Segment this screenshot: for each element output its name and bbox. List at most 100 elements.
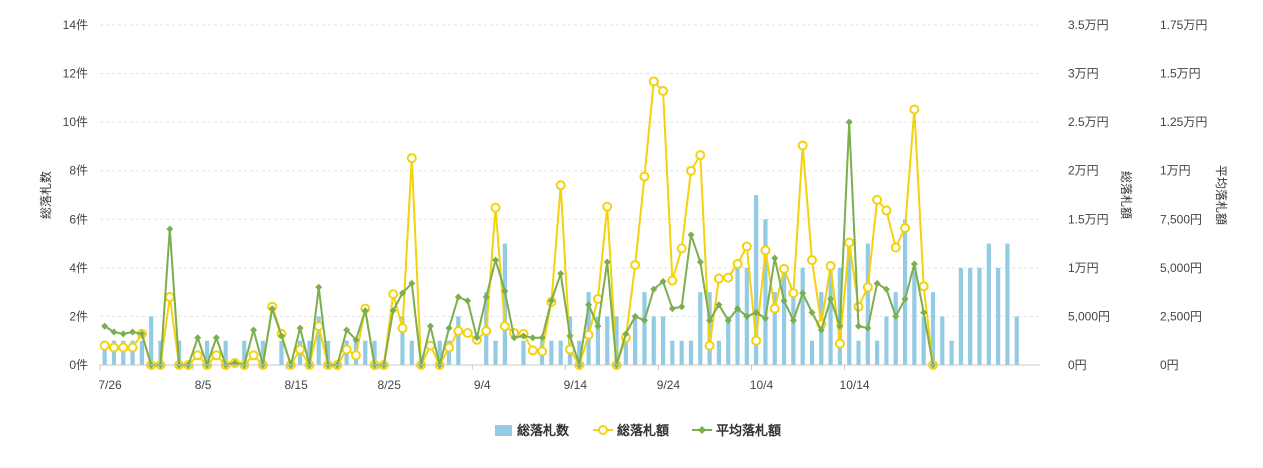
y-right2-tick-label: 1.75万円 bbox=[1160, 18, 1207, 32]
point-avg bbox=[687, 231, 695, 239]
bar bbox=[130, 340, 135, 365]
point-total bbox=[909, 104, 920, 115]
y-right2-tick-label: 5,000円 bbox=[1160, 261, 1202, 275]
right2-axis-title: 平均落札額 bbox=[1214, 165, 1228, 225]
point-total bbox=[806, 255, 817, 266]
point-avg bbox=[855, 322, 863, 330]
point-avg bbox=[715, 301, 723, 309]
point-total bbox=[667, 275, 678, 286]
point-avg bbox=[138, 330, 146, 338]
point-avg bbox=[557, 270, 565, 278]
point-total bbox=[900, 223, 911, 234]
legend: 総落札数 総落札額 平均落札額 bbox=[495, 423, 781, 438]
y-left-tick-label: 10件 bbox=[63, 115, 88, 129]
bar bbox=[828, 267, 833, 365]
bar bbox=[800, 267, 805, 365]
legend-swatch-bar bbox=[495, 425, 512, 436]
line-diamond bbox=[104, 121, 934, 366]
axes: 0件 0円 0円 2件 5,000円 2,500円 4件 1万円 5,000円 6件 1.5万円 7,… bbox=[63, 18, 1208, 392]
point-total bbox=[490, 202, 501, 213]
bar bbox=[1014, 316, 1019, 365]
point-total bbox=[825, 260, 836, 271]
point-avg bbox=[780, 297, 788, 305]
point-total bbox=[313, 321, 324, 332]
point-avg bbox=[892, 312, 900, 320]
point-avg bbox=[519, 332, 527, 340]
point-avg bbox=[585, 301, 593, 309]
point-avg bbox=[492, 256, 500, 264]
point-avg bbox=[445, 324, 453, 332]
bar bbox=[111, 340, 117, 365]
bar bbox=[865, 243, 870, 365]
point-total bbox=[248, 350, 259, 361]
x-tick-label: 9/14 bbox=[564, 378, 588, 392]
right1-axis-title: 総落札額 bbox=[1119, 171, 1133, 219]
y-left-tick-label: 0件 bbox=[69, 358, 88, 372]
point-avg bbox=[110, 328, 118, 336]
point-avg bbox=[901, 295, 909, 303]
point-avg bbox=[315, 283, 323, 291]
bar bbox=[996, 267, 1001, 365]
point-avg bbox=[454, 293, 462, 301]
point-avg bbox=[398, 289, 406, 297]
legend-label-avg: 平均落札額 bbox=[716, 423, 781, 438]
bar bbox=[586, 292, 591, 365]
point-avg bbox=[845, 118, 853, 126]
y-right2-tick-label: 1.5万円 bbox=[1160, 67, 1201, 81]
legend-item-bar[interactable]: 総落札数 bbox=[495, 423, 570, 438]
x-tick-label: 8/15 bbox=[284, 378, 308, 392]
bar bbox=[875, 340, 880, 365]
point-total bbox=[881, 205, 892, 216]
bar bbox=[363, 340, 368, 365]
point-total bbox=[788, 288, 799, 299]
point-total bbox=[769, 303, 780, 314]
point-total bbox=[602, 201, 613, 212]
y-left-tick-label: 12件 bbox=[63, 67, 88, 81]
bar bbox=[912, 267, 917, 365]
point-total bbox=[723, 272, 734, 283]
y-left-tick-label: 6件 bbox=[69, 212, 88, 226]
legend-item-total[interactable]: 総落札額 bbox=[593, 423, 669, 438]
y-right1-tick-label: 2万円 bbox=[1068, 164, 1099, 178]
point-total bbox=[295, 344, 306, 355]
y-right1-tick-label: 0円 bbox=[1068, 358, 1087, 372]
point-total bbox=[425, 340, 436, 351]
point-total bbox=[350, 350, 361, 361]
y-left-tick-label: 2件 bbox=[69, 309, 88, 323]
line-series bbox=[99, 76, 938, 370]
line-circle bbox=[104, 80, 934, 366]
bar bbox=[856, 340, 861, 365]
legend-swatch-avg-marker bbox=[698, 426, 706, 434]
point-total bbox=[741, 241, 752, 252]
point-total bbox=[872, 194, 883, 205]
x-tick-label: 10/14 bbox=[840, 378, 870, 392]
point-total bbox=[341, 344, 352, 355]
point-avg bbox=[622, 330, 630, 338]
point-total bbox=[462, 327, 473, 338]
bar bbox=[400, 316, 405, 365]
point-total bbox=[862, 282, 873, 293]
point-avg bbox=[166, 225, 174, 233]
point-avg bbox=[547, 297, 555, 305]
point-total bbox=[527, 345, 538, 356]
bar bbox=[595, 316, 601, 365]
bar bbox=[958, 267, 963, 365]
bar bbox=[372, 340, 377, 365]
bar bbox=[121, 340, 126, 365]
legend-item-avg[interactable]: 平均落札額 bbox=[692, 423, 781, 438]
bar bbox=[949, 340, 954, 365]
bar bbox=[577, 340, 582, 365]
point-avg bbox=[101, 322, 109, 330]
point-avg bbox=[734, 305, 742, 313]
point-avg bbox=[678, 303, 686, 311]
x-tick-label: 8/5 bbox=[195, 378, 212, 392]
bar bbox=[260, 340, 265, 365]
y-left-tick-label: 8件 bbox=[69, 164, 88, 178]
point-total bbox=[555, 180, 566, 191]
bar bbox=[502, 243, 507, 365]
bar bbox=[772, 292, 777, 365]
point-avg bbox=[631, 312, 639, 320]
point-avg bbox=[799, 289, 807, 297]
point-avg bbox=[817, 326, 825, 334]
point-total bbox=[388, 289, 399, 300]
